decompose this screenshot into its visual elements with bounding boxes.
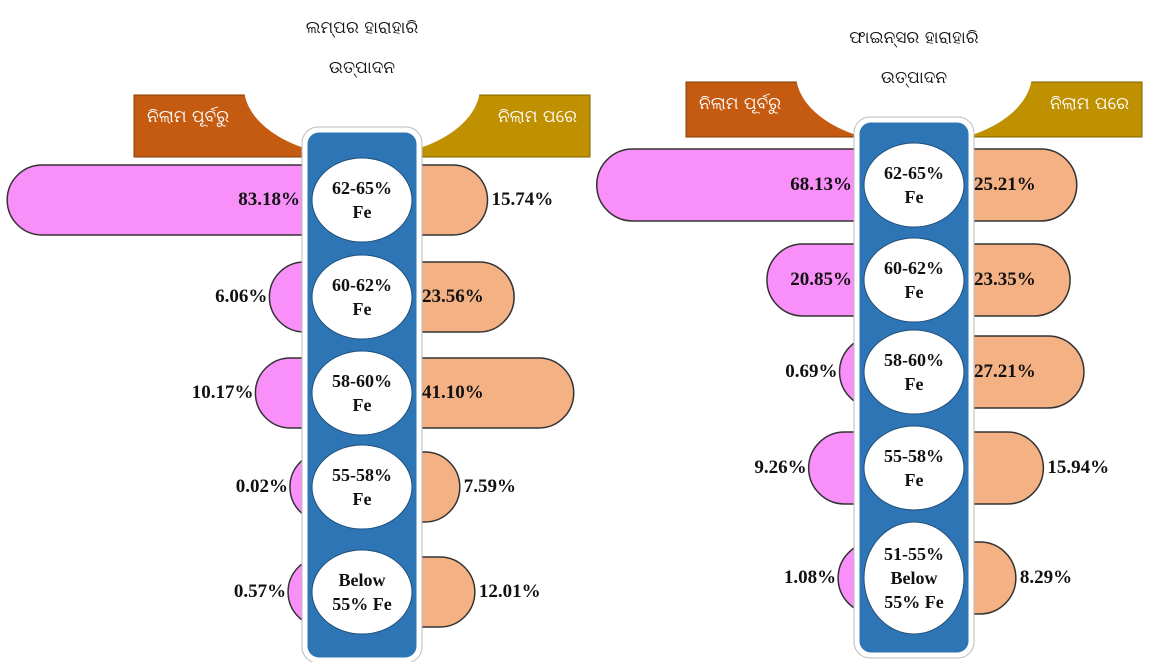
category-bubble bbox=[311, 549, 413, 635]
category-label: 58-60% Fe bbox=[884, 350, 944, 394]
value-label: 83.18% bbox=[238, 189, 300, 210]
legend-right: ନିଲାମ ପରେ bbox=[1049, 94, 1129, 114]
value-label: 15.74% bbox=[491, 189, 554, 210]
header-arch bbox=[796, 4, 1032, 144]
category-label: 62-65% Fe bbox=[884, 163, 944, 207]
category-bubble bbox=[311, 254, 413, 340]
category-label: 62-65% Fe bbox=[332, 178, 392, 222]
category-label: 51-55% Below 55% Fe bbox=[884, 544, 944, 612]
category-bubble bbox=[863, 521, 965, 635]
value-label: 15.94% bbox=[1047, 457, 1110, 478]
category-bubble bbox=[863, 425, 965, 511]
value-label: 10.17% bbox=[191, 382, 254, 403]
category-column-edge bbox=[853, 116, 975, 659]
header-arch bbox=[244, 17, 480, 157]
value-label: 41.10% bbox=[422, 382, 484, 403]
category-label: 55-58% Fe bbox=[332, 465, 392, 509]
value-label: 23.35% bbox=[974, 269, 1036, 290]
category-column-edge bbox=[301, 126, 423, 662]
legend-left: ନିଲାମ ପୂର୍ବରୁ bbox=[147, 107, 230, 127]
value-label: 25.21% bbox=[974, 174, 1036, 195]
value-label: 0.02% bbox=[235, 476, 288, 497]
value-label: 7.59% bbox=[463, 476, 517, 497]
value-label: 8.29% bbox=[1019, 567, 1073, 588]
value-label: 9.26% bbox=[754, 457, 807, 478]
value-label: 6.06% bbox=[215, 286, 268, 307]
category-bubble bbox=[863, 237, 965, 323]
value-label: 20.85% bbox=[790, 269, 852, 290]
value-label: 12.01% bbox=[478, 581, 541, 602]
value-label: 1.08% bbox=[783, 567, 837, 588]
category-bubble bbox=[863, 329, 965, 415]
category-bubble bbox=[311, 444, 413, 530]
value-label: 0.69% bbox=[785, 361, 838, 382]
category-label: 58-60% Fe bbox=[332, 371, 392, 415]
chart-title: ଲମ୍ପର ହାରାହାରି ଉତ୍ପାଦନ bbox=[305, 18, 419, 78]
legend-left: ନିଲାମ ପୂର୍ବରୁ bbox=[699, 94, 782, 114]
category-bubble bbox=[863, 142, 965, 228]
category-label: 60-62% Fe bbox=[332, 275, 392, 319]
value-label: 68.13% bbox=[790, 174, 852, 195]
category-label: Below 55% Fe bbox=[332, 570, 392, 614]
category-label: 60-62% Fe bbox=[884, 258, 944, 302]
category-bubble bbox=[311, 350, 413, 436]
category-bubble bbox=[311, 157, 413, 243]
value-label: 23.56% bbox=[422, 286, 484, 307]
value-label: 27.21% bbox=[974, 361, 1036, 382]
category-label: 55-58% Fe bbox=[884, 446, 944, 490]
value-label: 0.57% bbox=[233, 581, 287, 602]
legend-right: ନିଲାମ ପରେ bbox=[497, 107, 577, 127]
chart-title: ଫାଇନ୍ସର ହାରାହାରି ଉତ୍ପାଦନ bbox=[849, 28, 979, 88]
